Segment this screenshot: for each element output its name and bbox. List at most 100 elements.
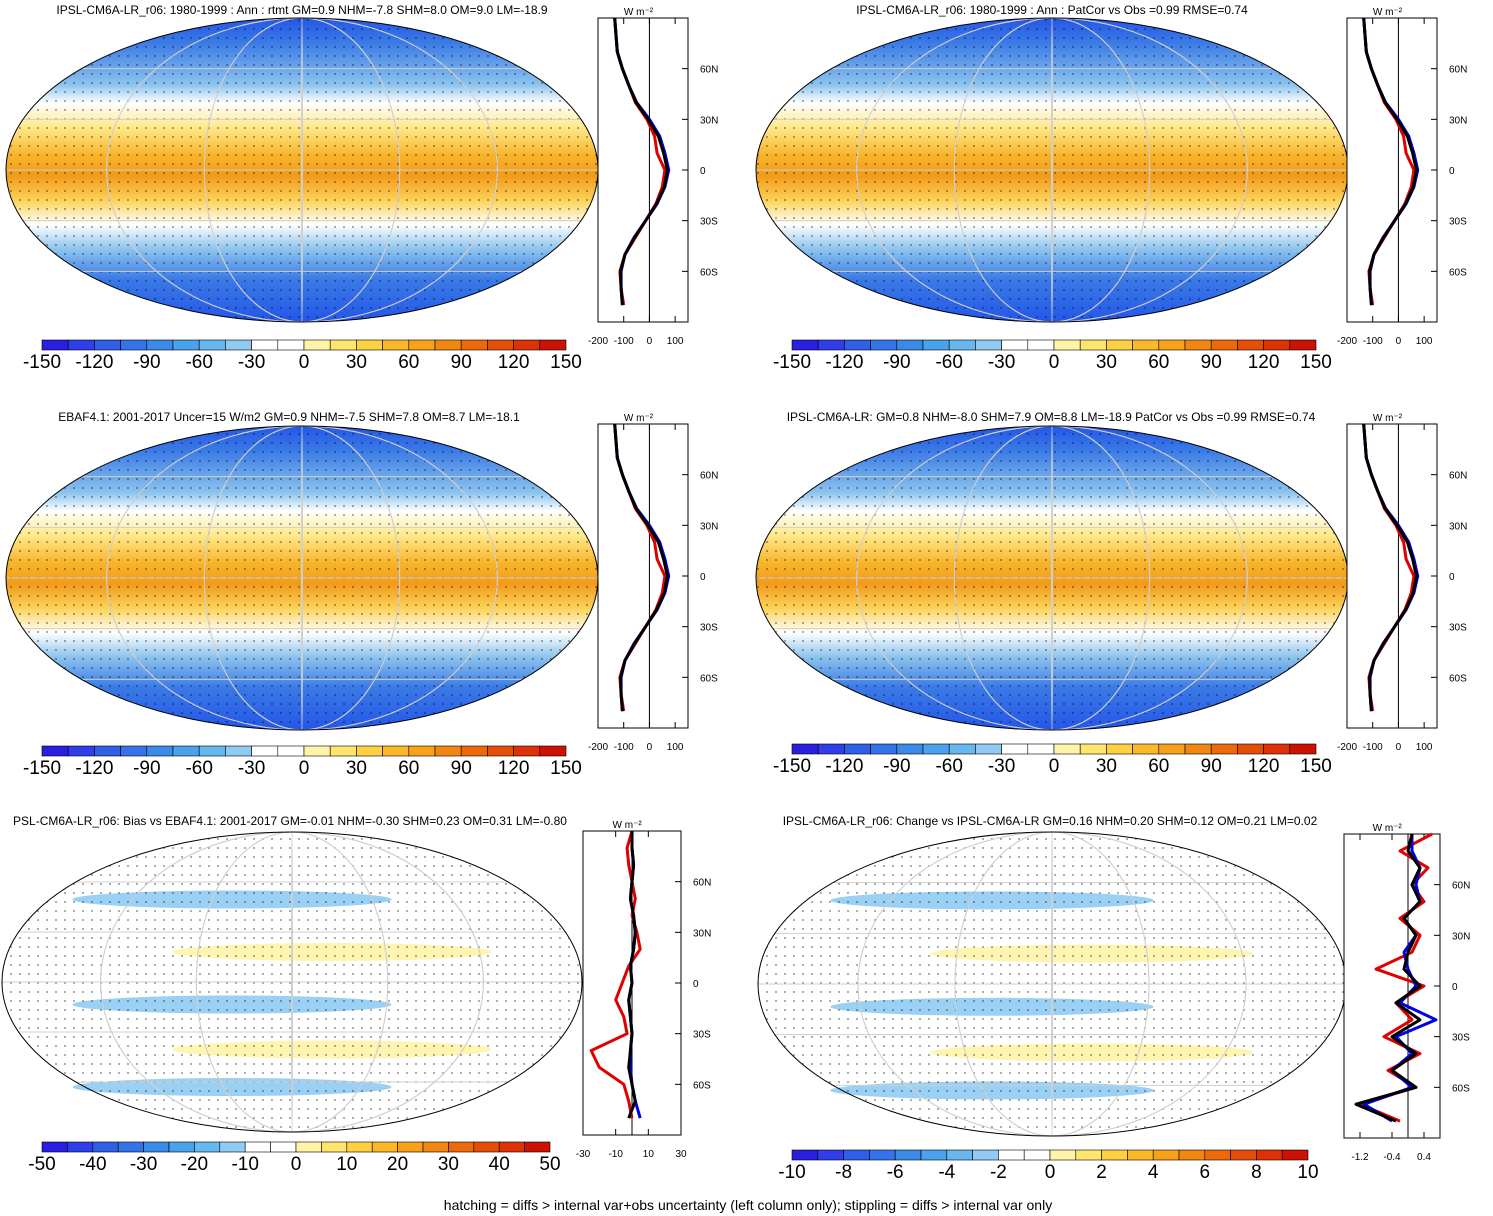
colorbar-segment <box>408 745 436 757</box>
colorbar-segment <box>513 745 541 757</box>
colorbar-segment <box>1210 339 1238 351</box>
colorbar-segment <box>120 745 148 757</box>
colorbar-tick-label: 0 <box>299 758 310 779</box>
colorbar-segment <box>198 339 226 351</box>
colorbar-segment <box>92 1141 119 1153</box>
colorbar-segment <box>251 745 279 757</box>
colorbar-tick-label: 0 <box>1045 1162 1056 1183</box>
zonal-mean-series-3 <box>627 831 637 1119</box>
colorbar-tick-label: -90 <box>883 352 910 373</box>
colorbar: -150 -120 -90 -60 -30 0 30 60 90 120 150 <box>773 339 1332 373</box>
colorbar-segment <box>117 1141 144 1153</box>
colorbar-tick-label: 10 <box>1297 1162 1318 1183</box>
colorbar-segment <box>434 745 462 757</box>
panel-2: IPSL-CM6A-LR_r06: 1980-1999 : Ann : PatC… <box>755 3 1467 373</box>
x-tick-label: -100 <box>614 336 634 347</box>
colorbar-tick-label: 90 <box>451 352 472 373</box>
panel-title: EBAF4.1: 2001-2017 Uncer=15 W/m2 GM=0.9 … <box>58 410 520 424</box>
colorbar-segment <box>1237 743 1264 755</box>
y-tick-label: 30S <box>693 1030 711 1041</box>
zonal-mean-frame <box>1346 17 1438 323</box>
colorbar-segment <box>1184 339 1212 351</box>
colorbar-tick-label: 30 <box>1096 352 1117 373</box>
colorbar-segment <box>817 1149 844 1161</box>
colorbar-segment <box>1132 743 1160 755</box>
colorbar-tick-label: -30 <box>130 1154 157 1175</box>
zonal-mean-frame <box>597 17 689 323</box>
colorbar-tick-label: 30 <box>438 1154 459 1175</box>
panel-title: IPSL-CM6A-LR_r06: 1980-1999 : Ann : PatC… <box>856 3 1248 17</box>
colorbar-tick-label: 150 <box>1300 756 1332 777</box>
colorbar-segment <box>172 745 200 757</box>
colorbar-tick-label: -120 <box>825 352 863 373</box>
colorbar-segment <box>460 339 488 351</box>
colorbar-tick-label: -30 <box>988 756 1015 777</box>
y-tick-label: 30N <box>1449 521 1467 532</box>
meridian-line <box>301 17 303 323</box>
colorbar-segment <box>329 745 357 757</box>
colorbar-tick-label: 60 <box>398 758 419 779</box>
colorbar-segment <box>143 1141 170 1153</box>
colorbar-tick-label: -150 <box>23 352 61 373</box>
colorbar-segment <box>998 1149 1025 1161</box>
colorbar-segment <box>972 1149 999 1161</box>
map-border <box>1 831 583 1133</box>
colorbar-segment <box>1053 743 1081 755</box>
x-tick-label: 0 <box>647 336 653 347</box>
colorbar-tick-label: 8 <box>1251 1162 1262 1183</box>
colorbar-segment <box>896 339 924 351</box>
colorbar-segment <box>329 339 357 351</box>
colorbar-segment <box>460 745 488 757</box>
y-tick-label: 0 <box>1449 166 1455 177</box>
colorbar-tick-label: 150 <box>550 352 582 373</box>
colorbar-tick-label: 60 <box>1148 756 1169 777</box>
panel-5: PSL-CM6A-LR_r06: Bias vs EBAF4.1: 2001-2… <box>1 814 712 1175</box>
colorbar-segment <box>1106 339 1133 351</box>
colorbar-segment <box>1210 743 1238 755</box>
colorbar-segment <box>1158 339 1186 351</box>
colorbar-tick-label: -150 <box>773 756 811 777</box>
colorbar-segment <box>1053 339 1081 351</box>
colorbar-segment <box>295 1141 322 1153</box>
colorbar-segment <box>422 1141 449 1153</box>
y-tick-label: 0 <box>1449 572 1455 583</box>
colorbar-segment <box>513 339 541 351</box>
colorbar-tick-label: 150 <box>550 758 582 779</box>
zonal-mean-series-3 <box>613 423 669 712</box>
colorbar-tick-label: -8 <box>835 1162 852 1183</box>
colorbar-segment <box>869 1149 896 1161</box>
x-tick-label: 0 <box>1396 336 1402 347</box>
panel-3: EBAF4.1: 2001-2017 Uncer=15 W/m2 GM=0.9 … <box>5 410 718 779</box>
colorbar-tick-label: -120 <box>75 352 113 373</box>
zonal-mean-plot: -30 -10 10 30 W m⁻² 60N 30N 0 30S 60S <box>576 820 712 1160</box>
panel-title: IPSL-CM6A-LR: GM=0.8 NHM=-8.0 SHM=7.9 OM… <box>787 410 1316 424</box>
x-axis-unit: W m⁻² <box>1373 413 1403 424</box>
colorbar-segment <box>356 745 383 757</box>
colorbar-tick-label: 0 <box>299 352 310 373</box>
zonal-mean-plot: -200 -100 0 100 W m⁻² 60N 30N 0 30S 60S <box>588 7 718 347</box>
colorbar-tick-label: 2 <box>1096 1162 1107 1183</box>
y-tick-label: 60N <box>1449 471 1467 482</box>
colorbar-segment <box>1256 1149 1283 1161</box>
colorbar-segment <box>303 339 331 351</box>
colorbar-segment <box>1127 1149 1154 1161</box>
colorbar-segment <box>539 339 567 351</box>
colorbar-segment <box>922 743 950 755</box>
colorbar-segment <box>1158 743 1186 755</box>
colorbar-tick-label: -90 <box>133 352 160 373</box>
y-tick-label: 30S <box>1452 1033 1470 1044</box>
colorbar-segment <box>1079 339 1107 351</box>
colorbar-segment <box>356 339 383 351</box>
colorbar-segment <box>168 1141 195 1153</box>
x-tick-label: -100 <box>1363 742 1383 753</box>
colorbar-segment <box>198 745 226 757</box>
y-tick-label: 30N <box>700 521 718 532</box>
colorbar-tick-label: 10 <box>336 1154 357 1175</box>
colorbar-segment <box>948 743 976 755</box>
y-tick-label: 30S <box>1449 217 1467 228</box>
colorbar-segment <box>94 745 121 757</box>
x-tick-label: -200 <box>1337 742 1357 753</box>
colorbar-tick-label: 90 <box>1201 756 1222 777</box>
y-tick-label: 30N <box>693 928 711 939</box>
